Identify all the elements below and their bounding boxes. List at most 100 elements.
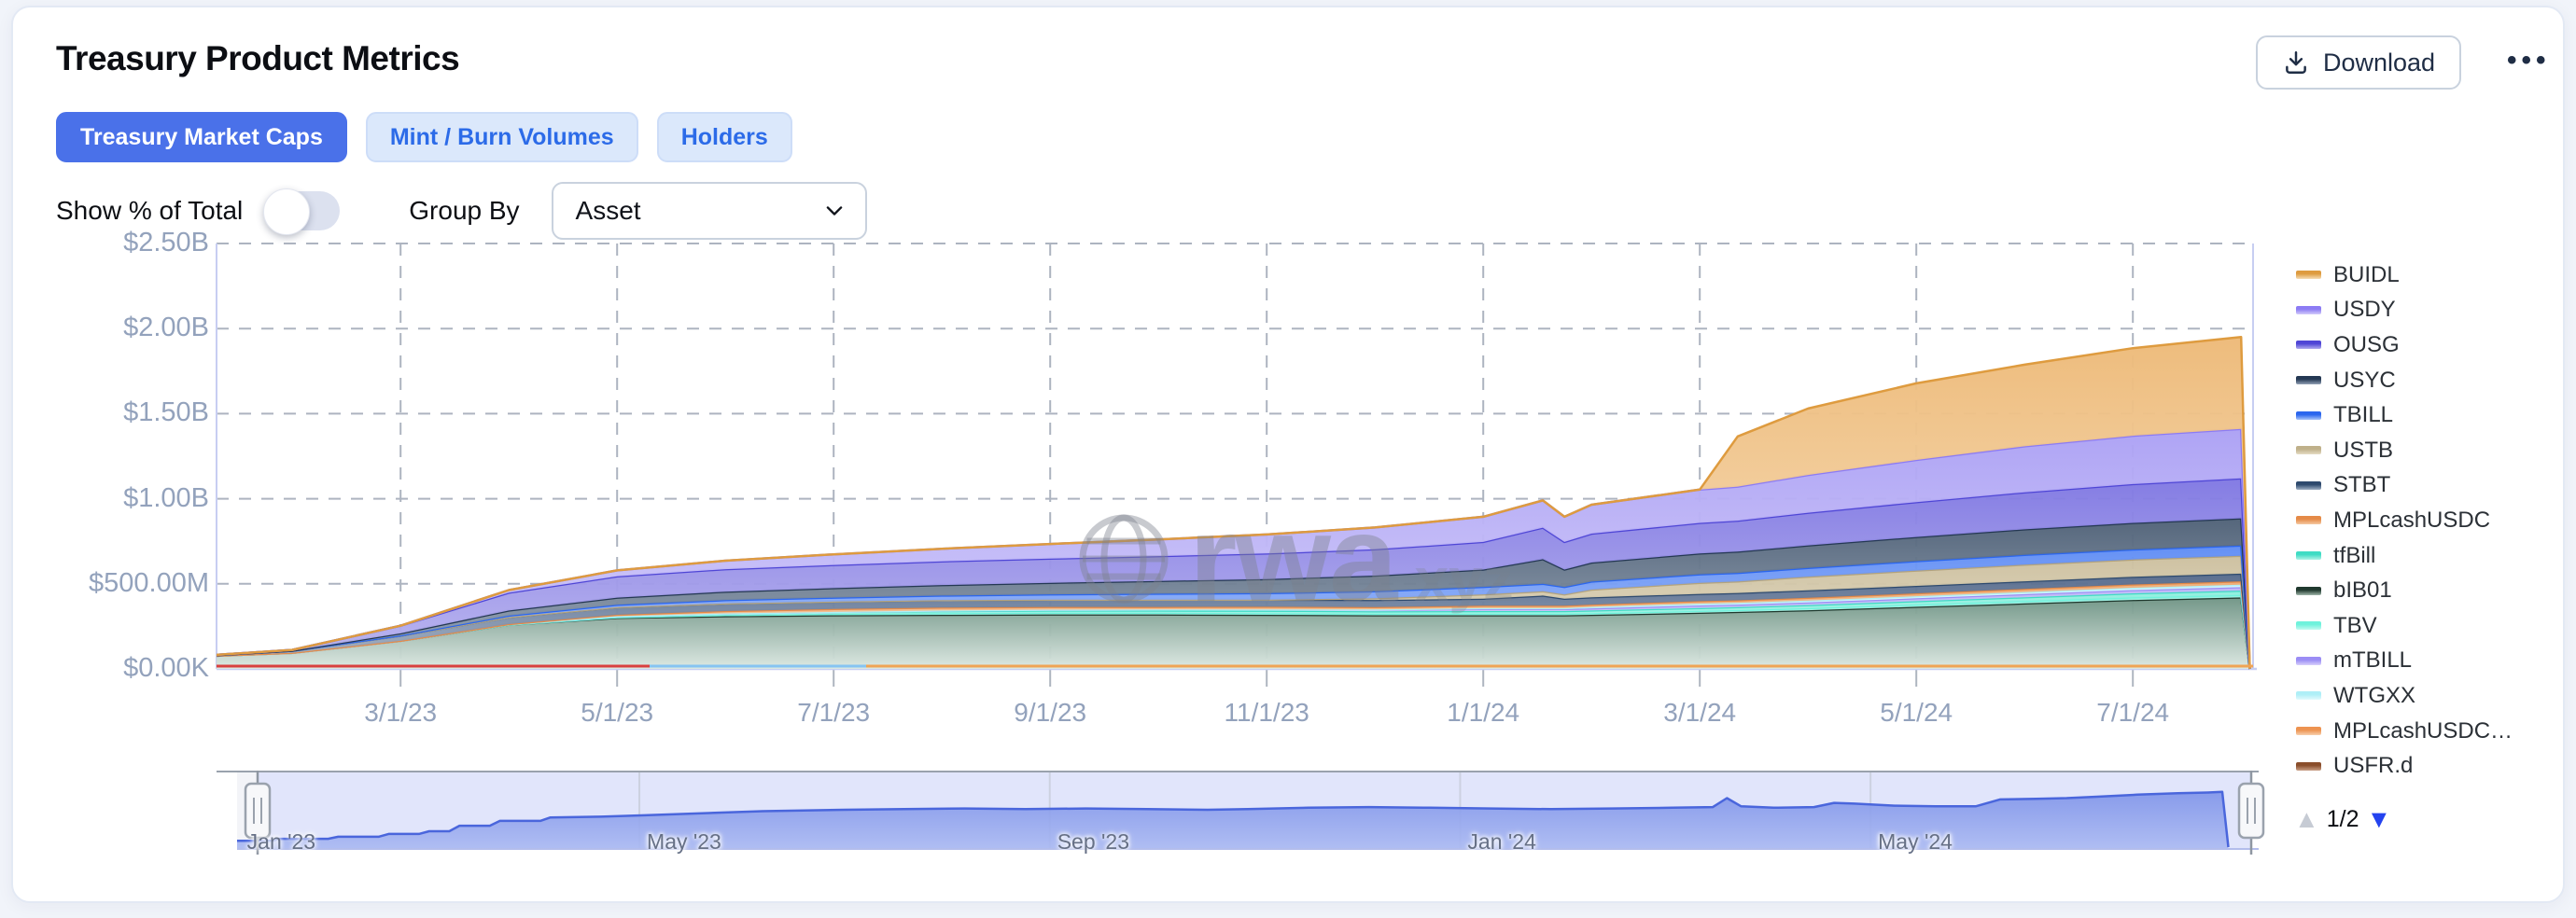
legend-label: USFR.d xyxy=(2333,753,2414,779)
x-axis-label: 7/1/24 xyxy=(2096,698,2170,727)
y-axis-label: $1.00B xyxy=(123,482,209,513)
legend-swatch xyxy=(2296,656,2321,665)
legend-label: WTGXX xyxy=(2333,682,2415,708)
series-band-BUIDL[interactable] xyxy=(184,337,2250,669)
legend-label: USDY xyxy=(2333,297,2396,323)
series-band-WTGXX[interactable] xyxy=(184,584,2250,669)
legend-item-STBT[interactable]: STBT xyxy=(2296,468,2513,504)
legend-item-USFRd[interactable]: USFR.d xyxy=(2296,748,2513,784)
legend-page-down-icon[interactable]: ▼ xyxy=(2366,805,2392,833)
legend-swatch xyxy=(2296,551,2321,561)
y-axis-label: $500.00M xyxy=(89,567,209,598)
legend-label: USYC xyxy=(2333,367,2396,393)
series-band-TBV[interactable] xyxy=(184,594,2250,669)
page-title: Treasury Product Metrics xyxy=(56,39,460,77)
legend-swatch xyxy=(2296,446,2321,455)
legend-swatch xyxy=(2296,516,2321,525)
legend-swatch xyxy=(2296,480,2321,490)
series-band-OUSG[interactable] xyxy=(184,478,2250,669)
legend-item-tfBill[interactable]: tfBill xyxy=(2296,538,2513,574)
download-label: Download xyxy=(2323,48,2436,76)
legend-item-MPLcashUSDC[interactable]: MPLcashUSDC xyxy=(2296,503,2513,538)
series-band-mTBILL[interactable] xyxy=(184,587,2250,669)
series-band-STBT[interactable] xyxy=(184,573,2250,669)
series-band-tfBill[interactable] xyxy=(184,591,2250,669)
tab-holders[interactable]: Holders xyxy=(656,112,792,162)
x-axis-label: 1/1/24 xyxy=(1447,698,1520,727)
brush-axis-label: Sep '23 xyxy=(1057,829,1130,854)
tab-mint-burn-volumes[interactable]: Mint / Burn Volumes xyxy=(365,112,638,162)
brush-axis-label: May '23 xyxy=(647,829,721,854)
y-axis-label: $1.50B xyxy=(123,397,209,428)
legend-label: TBV xyxy=(2333,612,2377,638)
plot-area xyxy=(184,336,2253,670)
x-axis-label: 11/1/23 xyxy=(1224,698,1309,727)
legend-label: tfBill xyxy=(2333,542,2376,568)
show-percent-label: Show % of Total xyxy=(56,196,244,225)
group-by-label: Group By xyxy=(409,196,520,225)
legend-item-USYC[interactable]: USYC xyxy=(2296,363,2513,398)
y-axis-label: $2.00B xyxy=(123,313,209,343)
legend-swatch xyxy=(2296,305,2321,314)
y-axis-label: $0.00K xyxy=(123,653,209,683)
legend-item-MPLcashUSDC[interactable]: MPLcashUSDC… xyxy=(2296,714,2513,749)
legend-swatch xyxy=(2296,727,2321,736)
legend-label: MPLcashUSDC… xyxy=(2333,717,2513,744)
legend-label: bIB01 xyxy=(2333,577,2392,604)
legend-label: mTBILL xyxy=(2333,647,2413,674)
tab-treasury-market-caps[interactable]: Treasury Market Caps xyxy=(56,112,347,162)
legend-page-indicator: 1/2 xyxy=(2326,806,2359,832)
more-menu-icon[interactable]: ••• xyxy=(2507,45,2551,76)
brush-axis-label: Jan '23 xyxy=(246,829,316,854)
group-by-value: Asset xyxy=(575,196,641,225)
legend-page-up-icon[interactable]: ▲ xyxy=(2294,805,2319,833)
legend-label: STBT xyxy=(2333,472,2391,498)
legend-item-USTB[interactable]: USTB xyxy=(2296,433,2513,468)
legend-item-WTGXX[interactable]: WTGXX xyxy=(2296,678,2513,714)
series-band-USYC[interactable] xyxy=(184,518,2250,669)
series-band-USTB[interactable] xyxy=(184,555,2250,669)
legend-label: OUSG xyxy=(2333,331,2400,357)
legend-pagination: ▲ 1/2 ▼ xyxy=(2294,806,2391,833)
legend-item-OUSG[interactable]: OUSG xyxy=(2296,327,2513,363)
series-band-USDY[interactable] xyxy=(184,428,2250,669)
show-percent-toggle[interactable] xyxy=(263,188,341,235)
treasury-metrics-card: Treasury Product Metrics Download ••• Tr… xyxy=(11,6,2565,903)
series-band-TBILL[interactable] xyxy=(184,545,2250,669)
x-axis-label: 9/1/23 xyxy=(1014,698,1087,727)
group-by-select[interactable]: Asset xyxy=(551,182,867,240)
legend-item-mTBILL[interactable]: mTBILL xyxy=(2296,644,2513,679)
y-axis-label: $2.50B xyxy=(123,228,209,257)
series-band-bIB01[interactable] xyxy=(184,597,2250,669)
brush-axis-label: Jan '24 xyxy=(1467,829,1536,854)
legend-item-TBV[interactable]: TBV xyxy=(2296,608,2513,644)
chart-legend: BUIDL USDY OUSG USYC TBILL USTB STBT MPLcashUSD… xyxy=(2296,257,2513,784)
legend-swatch xyxy=(2296,271,2321,280)
legend-label: USTB xyxy=(2333,437,2394,463)
stacked-area-chart[interactable] xyxy=(13,7,2576,918)
legend-label: MPLcashUSDC xyxy=(2333,507,2491,533)
series-band-MPLcashUSDC[interactable] xyxy=(184,581,2250,669)
download-button[interactable]: Download xyxy=(2256,35,2462,90)
download-icon xyxy=(2286,51,2306,74)
legend-item-bIB01[interactable]: bIB01 xyxy=(2296,573,2513,608)
x-axis-label: 7/1/23 xyxy=(797,698,871,727)
legend-item-TBILL[interactable]: TBILL xyxy=(2296,397,2513,433)
legend-item-USDY[interactable]: USDY xyxy=(2296,293,2513,328)
legend-swatch xyxy=(2296,586,2321,595)
chart-controls: Show % of Total Group By Asset xyxy=(56,182,867,240)
x-axis-label: 5/1/24 xyxy=(1880,698,1953,727)
brush-handle-left[interactable] xyxy=(244,782,272,840)
brush-handle-right[interactable] xyxy=(2237,782,2265,840)
x-axis-label: 5/1/23 xyxy=(581,698,654,727)
brush-axis-label: May '24 xyxy=(1878,829,1953,854)
legend-item-BUIDL[interactable]: BUIDL xyxy=(2296,257,2513,293)
legend-swatch xyxy=(2296,341,2321,350)
legend-swatch xyxy=(2296,621,2321,631)
brush-area-series[interactable] xyxy=(237,791,2229,849)
chevron-down-icon xyxy=(826,206,842,216)
metric-tabs: Treasury Market Caps Mint / Burn Volumes H… xyxy=(56,112,792,162)
legend-swatch xyxy=(2296,410,2321,420)
legend-swatch xyxy=(2296,761,2321,771)
legend-label: TBILL xyxy=(2333,402,2394,428)
